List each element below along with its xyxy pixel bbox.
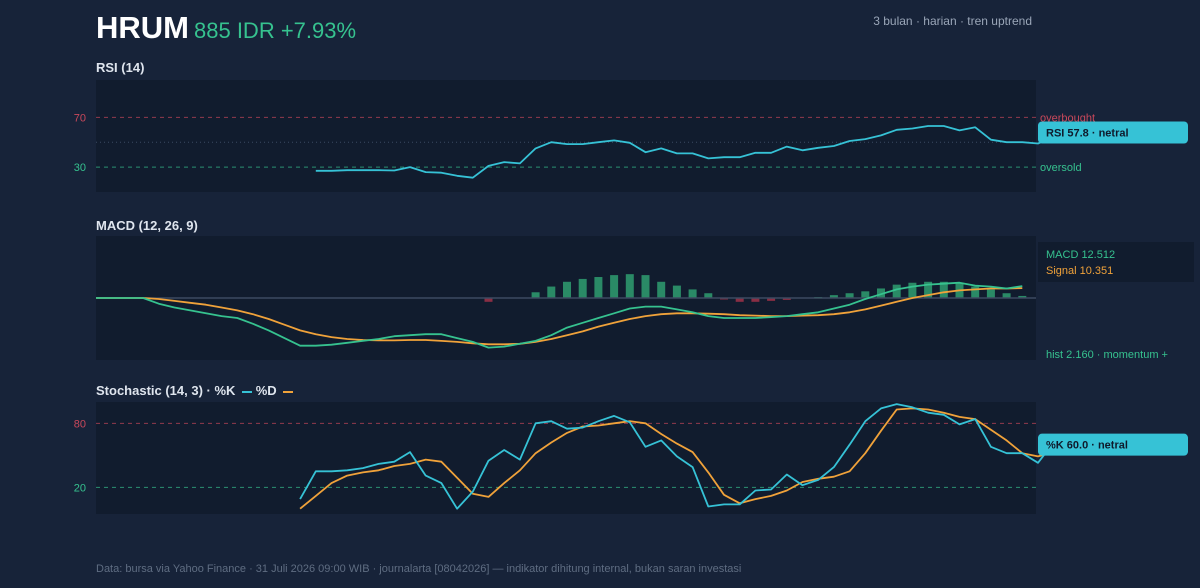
macd-histogram-bar xyxy=(986,289,995,298)
macd-histogram-bar xyxy=(892,284,901,298)
ticker-symbol: HRUM xyxy=(96,10,189,45)
d-legend-label: %D xyxy=(255,383,277,398)
macd-histogram-bar xyxy=(782,298,791,300)
macd-histogram-bar xyxy=(735,298,744,302)
rsi-callout-text: RSI 57.8 · netral xyxy=(1046,128,1129,140)
macd-panel-title: MACD (12, 26, 9) xyxy=(96,218,198,233)
chart-subtitle: 3 bulan · harian · tren uptrend xyxy=(873,14,1032,28)
macd-histogram-bar xyxy=(688,289,697,298)
macd-histogram-bar xyxy=(578,278,587,298)
macd-line xyxy=(96,281,1023,349)
macd-histogram-bar xyxy=(767,298,776,301)
macd-hist-label: hist 2.160 · momentum + xyxy=(1046,349,1168,361)
stochastic-d-line xyxy=(299,407,1070,510)
macd-histogram-bar xyxy=(672,285,681,298)
stochastic-callout-box xyxy=(1038,433,1188,456)
stochastic-tick-label: 80 xyxy=(74,418,86,430)
macd-readout-box xyxy=(1038,242,1194,282)
footer-source: Data: bursa via Yahoo Finance · 31 Juli … xyxy=(96,563,742,575)
rsi-panel xyxy=(96,80,1036,192)
k-legend-swatch xyxy=(242,390,253,393)
stochastic-tick-label: 20 xyxy=(74,482,86,494)
macd-histogram-bar xyxy=(908,282,917,298)
rsi-line xyxy=(315,125,1070,179)
rsi-callout-box xyxy=(1038,121,1188,144)
macd-histogram-bar xyxy=(924,281,933,298)
macd-histogram-bar xyxy=(531,292,540,298)
macd-histogram-bar xyxy=(657,281,666,298)
macd-readout: MACD 12.512 xyxy=(1046,249,1115,261)
macd-histogram-bar xyxy=(861,291,870,298)
stochastic-k-line xyxy=(299,403,1070,510)
macd-histogram-bar xyxy=(1002,293,1011,298)
macd-histogram-bar xyxy=(547,286,556,298)
price-change: 885 IDR +7.93% xyxy=(194,18,357,43)
macd-histogram-bar xyxy=(594,277,603,298)
macd-histogram-bar xyxy=(625,274,634,298)
d-legend-swatch xyxy=(283,390,294,393)
signal-readout: Signal 10.351 xyxy=(1046,265,1113,277)
macd-histogram-bar xyxy=(877,288,885,298)
stochastic-callout-text: %K 60.0 · netral xyxy=(1046,440,1128,452)
macd-histogram-bar xyxy=(641,275,650,298)
rsi-tick-label: 70 xyxy=(74,112,86,124)
macd-histogram-bar xyxy=(563,281,571,298)
rsi-level-label: overbought xyxy=(1040,112,1095,124)
stochastic-panel xyxy=(96,402,1036,514)
stochastic-panel-title: Stochastic (14, 3) · %K %D xyxy=(96,383,294,398)
macd-histogram-bar xyxy=(971,286,980,298)
macd-histogram-bar xyxy=(610,275,619,298)
macd-histogram-bar xyxy=(939,281,948,298)
macd-histogram-bar xyxy=(1018,295,1027,298)
macd-histogram-bar xyxy=(704,293,713,298)
rsi-panel-title: RSI (14) xyxy=(96,60,145,75)
macd-signal-line xyxy=(96,287,1023,346)
macd-histogram-bar xyxy=(484,298,493,302)
rsi-tick-label: 30 xyxy=(74,162,86,174)
rsi-level-label: oversold xyxy=(1040,162,1082,174)
macd-histogram-bar xyxy=(829,295,838,298)
stochastic-title-text: Stochastic (14, 3) · %K xyxy=(96,383,236,398)
macd-histogram-bar xyxy=(845,293,854,298)
macd-histogram-bar xyxy=(751,298,760,302)
